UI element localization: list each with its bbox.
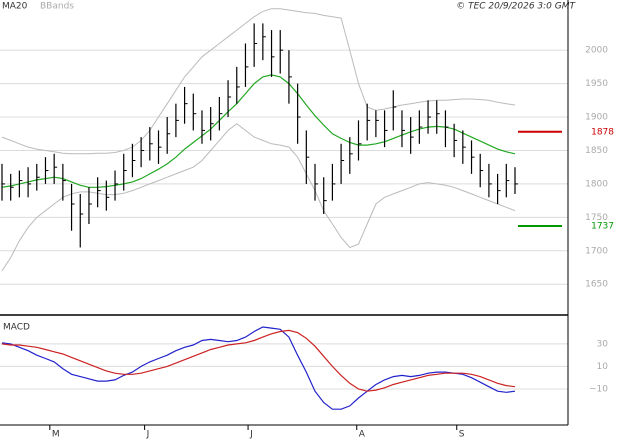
y-tick-label: −10 xyxy=(589,384,608,394)
legend-ma20: MA20 xyxy=(2,2,28,12)
x-tick-label: S xyxy=(459,430,465,440)
level-label: 1737 xyxy=(591,222,614,232)
y-tick-label: 10 xyxy=(597,362,609,372)
y-tick-label: 2000 xyxy=(585,46,608,56)
y-tick-label: 1900 xyxy=(585,113,608,123)
y-tick-label: 1700 xyxy=(585,246,608,256)
y-tick-label: 1850 xyxy=(585,146,608,156)
legend-bbands: BBands xyxy=(40,2,74,12)
y-tick-label: 1750 xyxy=(585,213,608,223)
ma-line xyxy=(1,74,516,188)
band-line xyxy=(1,123,516,272)
y-tick-label: 30 xyxy=(597,339,609,349)
y-tick-label: 1800 xyxy=(585,179,608,189)
y-tick-label: 1650 xyxy=(585,280,608,290)
macd-title: MACD xyxy=(3,323,30,333)
x-tick-label: J xyxy=(249,430,253,440)
source: © TEC 20/9/2026 3:0 GMT xyxy=(456,2,576,12)
x-tick-label: J xyxy=(146,430,150,440)
y-tick-label: 1950 xyxy=(585,79,608,89)
band-line xyxy=(1,8,516,155)
macd-line xyxy=(1,326,516,410)
x-tick-label: M xyxy=(52,430,60,440)
level-label: 1878 xyxy=(591,127,614,137)
x-tick-label: A xyxy=(359,430,366,440)
macd-line xyxy=(1,329,516,392)
